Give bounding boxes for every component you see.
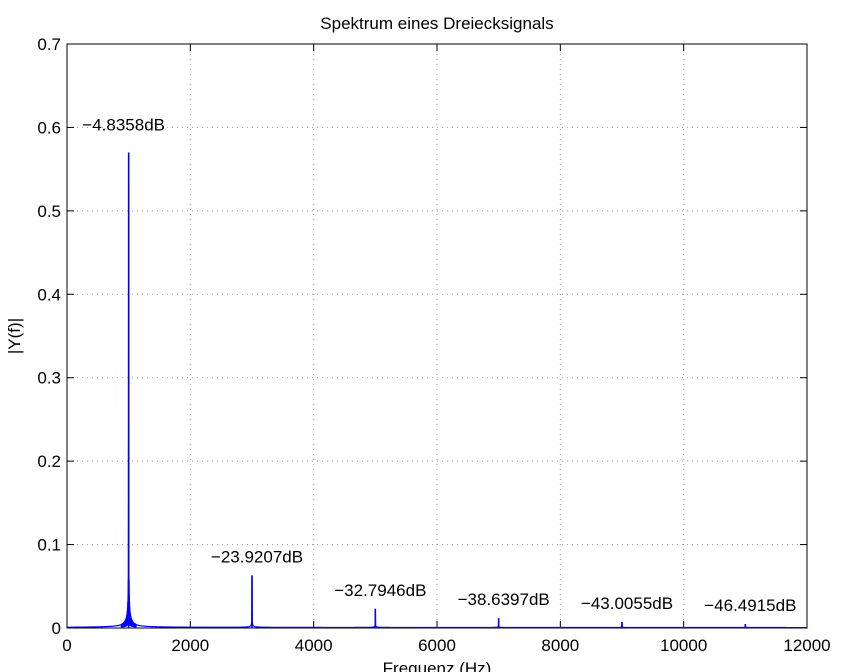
y-tick-label: 0.3	[37, 369, 61, 388]
y-tick-label: 0.2	[37, 452, 61, 471]
y-tick-label: 0.6	[37, 118, 61, 137]
y-axis-label: |Y(f)|	[5, 318, 24, 354]
y-tick-label: 0.7	[37, 35, 61, 54]
y-tick-label: 0	[52, 619, 61, 638]
x-tick-labels: 0 2000 4000 6000 8000 10000 12000	[62, 636, 830, 655]
peak-db-label: −46.4915dB	[704, 596, 796, 615]
peak-annotations: −4.8358dB −23.9207dB −32.7946dB −38.6397dB −…	[82, 115, 796, 615]
peak-db-label: −4.8358dB	[82, 115, 165, 134]
x-tick-label: 10000	[660, 636, 707, 655]
spectrum-series	[67, 152, 807, 629]
peak-db-label: −23.9207dB	[211, 547, 303, 566]
ticks	[66, 43, 808, 629]
peak-db-label: −43.0055dB	[581, 594, 673, 613]
x-tick-label: 0	[62, 636, 71, 655]
peak-db-label: −38.6397dB	[458, 590, 550, 609]
chart-title: Spektrum eines Dreiecksignals	[320, 14, 553, 33]
x-tick-label: 8000	[541, 636, 579, 655]
x-tick-label: 6000	[418, 636, 456, 655]
x-axis-label: Frequenz (Hz)	[383, 659, 492, 672]
grid	[67, 44, 807, 628]
y-tick-labels: 0 0.1 0.2 0.3 0.4 0.5 0.6 0.7	[37, 35, 61, 638]
x-tick-label: 4000	[295, 636, 333, 655]
y-tick-label: 0.1	[37, 536, 61, 555]
x-tick-label: 12000	[783, 636, 830, 655]
spectrum-line	[67, 152, 807, 629]
y-tick-label: 0.5	[37, 202, 61, 221]
plot-area	[66, 43, 808, 629]
y-tick-label: 0.4	[37, 285, 61, 304]
peak-db-label: −32.7946dB	[334, 581, 426, 600]
x-tick-label: 2000	[171, 636, 209, 655]
